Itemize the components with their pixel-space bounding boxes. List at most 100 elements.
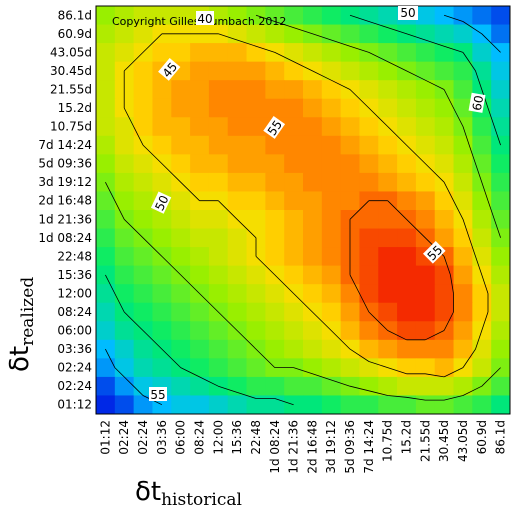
heatmap-cell: [133, 339, 154, 359]
heatmap-cell: [190, 117, 210, 137]
heatmap-cell: [491, 228, 510, 248]
heatmap-cell: [208, 172, 229, 193]
heatmap-cell: [340, 24, 361, 44]
heatmap-cell: [227, 117, 248, 137]
heatmap-cell: [171, 395, 191, 414]
heatmap-cell: [114, 154, 135, 174]
x-tick-label: 2d 16:48: [305, 420, 319, 474]
heatmap-cell: [96, 376, 116, 397]
heatmap-cell: [415, 321, 436, 341]
heatmap-cell: [303, 117, 323, 137]
heatmap-cell: [284, 247, 304, 267]
heatmap-cell: [133, 117, 154, 137]
heatmap-cell: [171, 6, 191, 26]
heatmap-cell: [491, 135, 510, 155]
x-tick-label: 7d 14:24: [362, 420, 376, 474]
heatmap-cell: [208, 247, 229, 267]
heatmap-cell: [265, 191, 285, 211]
heatmap-cell: [415, 376, 436, 397]
heatmap-cell: [415, 302, 436, 322]
heatmap-cell: [284, 135, 304, 155]
heatmap-cell: [434, 154, 455, 174]
heatmap-cell: [378, 395, 398, 414]
contour-line: [123, 33, 489, 378]
heatmap-cell: [171, 228, 191, 248]
y-tick-label: 21.55d: [50, 82, 92, 96]
heatmap-cell: [359, 376, 379, 397]
heatmap-cell: [152, 98, 172, 118]
heatmap-cell: [303, 191, 323, 211]
heatmap-cell: [114, 117, 135, 137]
heatmap-cell: [114, 172, 135, 193]
heatmap-cell: [453, 228, 473, 248]
heatmap-cell: [227, 265, 248, 285]
heatmap-cell: [359, 80, 379, 100]
heatmap-cell: [208, 321, 229, 341]
heatmap-cell: [171, 80, 191, 100]
heatmap-cell: [453, 321, 473, 341]
heatmap-cell: [434, 284, 455, 304]
heatmap-cell: [378, 61, 398, 81]
heatmap-cell: [491, 6, 510, 26]
heatmap-cell: [303, 339, 323, 359]
heatmap-cell: [190, 376, 210, 397]
heatmap-cell: [246, 24, 266, 44]
heatmap-cell: [114, 321, 135, 341]
y-tick-label: 15:36: [57, 268, 92, 282]
heatmap-cell: [378, 6, 398, 26]
x-tick-label: 15:36: [230, 420, 244, 455]
heatmap-cell: [321, 210, 342, 230]
heatmap-cell: [152, 210, 172, 230]
heatmap-cell: [227, 98, 248, 118]
heatmap-cell: [434, 358, 455, 378]
heatmap-cell: [415, 395, 436, 414]
contour-line: [105, 14, 501, 406]
x-tick-label: 5d 09:36: [343, 420, 357, 474]
heatmap-cell: [190, 154, 210, 174]
heatmap-cell: [397, 395, 417, 414]
y-tick-label: 08:24: [57, 305, 92, 319]
contour-label: 50: [150, 191, 172, 214]
heatmap-cell: [96, 61, 116, 81]
y-tick-label: 01:12: [57, 398, 92, 412]
heatmap-cell: [265, 135, 285, 155]
heatmap-cell: [491, 395, 510, 414]
heatmap-cell: [133, 358, 154, 378]
heatmap-cell: [284, 376, 304, 397]
heatmap-cell: [227, 191, 248, 211]
heatmap-cell: [246, 284, 266, 304]
heatmap-cell: [227, 376, 248, 397]
heatmap-cell: [359, 247, 379, 267]
heatmap-cell: [303, 6, 323, 26]
heatmap-cell: [114, 395, 135, 414]
heatmap-cell: [265, 24, 285, 44]
heatmap-cell: [491, 98, 510, 118]
heatmap-cell: [96, 154, 116, 174]
heatmap-cell: [265, 61, 285, 81]
y-tick-label: 10.75d: [50, 120, 92, 134]
y-tick-label: 1d 08:24: [38, 231, 92, 245]
heatmap-cell: [453, 358, 473, 378]
heatmap-cell: [208, 358, 229, 378]
heatmap-cell: [265, 339, 285, 359]
svg-text:50: 50: [400, 6, 415, 20]
y-tick-label: 02:24: [57, 361, 92, 375]
heatmap-cell: [190, 98, 210, 118]
heatmap-cell: [190, 43, 210, 63]
heatmap-cell: [190, 395, 210, 414]
heatmap-cell: [246, 265, 266, 285]
heatmap-cell: [434, 98, 455, 118]
heatmap-cell: [265, 154, 285, 174]
heatmap-cell: [321, 135, 342, 155]
heatmap-cell: [378, 284, 398, 304]
heatmap-cell: [284, 172, 304, 193]
heatmap-cell: [208, 98, 229, 118]
heatmap-cell: [434, 24, 455, 44]
heatmap-cell: [434, 302, 455, 322]
heatmap-cell: [152, 43, 172, 63]
heatmap-cell: [171, 135, 191, 155]
heatmap-cell: [378, 228, 398, 248]
heatmap-cell: [415, 6, 436, 26]
heatmap-cell: [491, 339, 510, 359]
heatmap-cell: [491, 24, 510, 44]
